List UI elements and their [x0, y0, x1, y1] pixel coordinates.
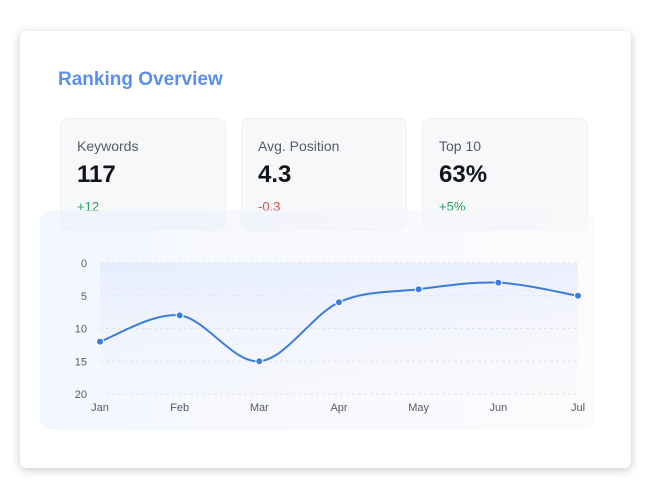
y-tick-label: 5 [81, 291, 87, 303]
x-tick-label: Jul [571, 402, 585, 414]
data-point-mar[interactable] [255, 357, 264, 366]
card-title: Ranking Overview [58, 69, 223, 90]
x-tick-label: Jun [489, 402, 507, 414]
stat-value: 117 [77, 161, 116, 188]
stat-value: 63% [439, 161, 488, 188]
data-point-jul[interactable] [574, 291, 582, 300]
data-point-apr[interactable] [335, 298, 343, 307]
stat-label: Keywords [77, 138, 139, 154]
stat-value: 4.3 [258, 161, 292, 188]
x-tick-label: Apr [330, 402, 347, 414]
stat-label: Top 10 [439, 138, 482, 154]
data-point-jun[interactable] [494, 278, 503, 287]
x-tick-label: May [408, 402, 429, 414]
y-tick-label: 15 [75, 356, 87, 368]
x-tick-label: Feb [170, 402, 189, 414]
x-tick-label: Jan [91, 402, 109, 414]
x-tick-label: Mar [250, 402, 269, 414]
y-tick-label: 20 [75, 389, 87, 401]
stat-label: Avg. Position [258, 138, 340, 154]
y-tick-label: 0 [81, 258, 87, 270]
data-point-may[interactable] [414, 285, 423, 294]
data-point-jan[interactable] [96, 337, 104, 346]
data-point-feb[interactable] [175, 311, 184, 320]
y-tick-label: 10 [75, 324, 87, 336]
